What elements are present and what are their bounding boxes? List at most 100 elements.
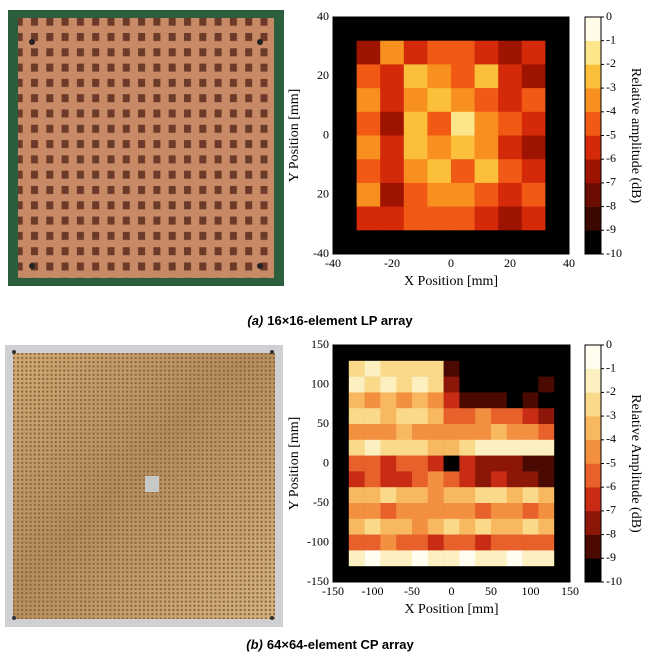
heatmap-cell (443, 392, 460, 409)
heatmap-cell (506, 376, 523, 393)
heatmap-cell (396, 424, 413, 441)
heatmap-cell (545, 135, 570, 160)
heatmap-cell (396, 566, 413, 583)
heatmap-cell (348, 503, 365, 520)
heatmap-cell (364, 360, 381, 377)
heatmap-cell (348, 424, 365, 441)
colorbar-tick-label: -7 (606, 503, 616, 517)
heatmap-cell (554, 360, 571, 377)
heatmap-cell (498, 40, 523, 65)
colorbar-tick-label: -1 (606, 32, 616, 46)
heatmap-cell (364, 566, 381, 583)
heatmap-cell (522, 518, 539, 535)
colorbar-band (585, 159, 601, 184)
colorbar-band (585, 17, 601, 41)
heatmap-cell (521, 182, 546, 207)
heatmap-cell (451, 159, 475, 184)
heatmap-cell (403, 159, 428, 184)
heatmap-cell (459, 376, 476, 393)
heatmap-cell (474, 64, 499, 89)
heatmap-cell (554, 487, 571, 504)
heatmap-cell (412, 487, 429, 504)
heatmap-cell (522, 534, 539, 551)
heatmap-cell (506, 360, 523, 377)
heatmap-cell (554, 376, 571, 393)
heatmap-cell (451, 206, 475, 231)
heatmap-cell (333, 439, 350, 456)
heatmap-cell (412, 550, 429, 567)
y-axis-label: Y Position [mm] (287, 417, 302, 511)
colorbar-label: Relative amplitude (dB) (628, 68, 643, 204)
heatmap-cell (491, 455, 508, 472)
heatmap-cell (364, 503, 381, 520)
heatmap-cell (554, 471, 571, 488)
heatmap-cell (427, 135, 452, 160)
heatmap-cell (364, 455, 381, 472)
heatmap-cell (403, 64, 428, 89)
heatmap-cell (554, 392, 571, 409)
heatmap-cell (333, 566, 350, 583)
heatmap-cell (506, 455, 523, 472)
heatmap-cell (554, 345, 571, 362)
heatmap-cell (364, 487, 381, 504)
heatmap-cell (427, 88, 452, 113)
x-tick-label: 150 (561, 584, 579, 598)
heatmap-cell (396, 360, 413, 377)
heatmap-cell (521, 17, 546, 41)
heatmap-cell (521, 111, 546, 136)
heatmap-cell (554, 534, 571, 551)
heatmap-cell (412, 408, 429, 425)
heatmap-cell (364, 376, 381, 393)
heatmap-cell (396, 534, 413, 551)
heatmap-cell (475, 503, 492, 520)
heatmap-cell (459, 534, 476, 551)
heatmap-cell (412, 518, 429, 535)
heatmap-cell (396, 408, 413, 425)
heatmap-cell (333, 206, 357, 231)
heatmap-cell (522, 345, 539, 362)
heatmap-cell (396, 518, 413, 535)
heatmap-cell (459, 518, 476, 535)
heatmap-cell (545, 230, 570, 255)
heatmap-cell (427, 64, 452, 89)
heatmap-cell (333, 111, 357, 136)
heatmap-cell (403, 206, 428, 231)
heatmap-cell (498, 111, 523, 136)
heatmap-cell (474, 182, 499, 207)
caption-tag: (b) (246, 637, 263, 652)
heatmap-cell (333, 135, 357, 160)
y-tick-label: 100 (311, 376, 329, 390)
heatmap-cell (545, 40, 570, 65)
heatmap-cell (396, 487, 413, 504)
heatmap-cell (364, 345, 381, 362)
colorbar-band (585, 510, 601, 535)
heatmap-cell (333, 534, 350, 551)
heatmap-cell (333, 487, 350, 504)
heatmap-cell (474, 206, 499, 231)
colorbar-tick-label: -8 (606, 526, 616, 540)
heatmap-cell (459, 471, 476, 488)
heatmap-cell (356, 159, 381, 184)
heatmap-cell (491, 566, 508, 583)
heatmap-cell (412, 424, 429, 441)
heatmap-cell (364, 534, 381, 551)
heatmap-cell (380, 550, 397, 567)
heatmap-cell (427, 376, 444, 393)
heatmap-cell (443, 408, 460, 425)
heatmap-cell (443, 534, 460, 551)
colorbar-tick-label: -4 (606, 104, 616, 118)
heatmap-cell (506, 408, 523, 425)
colorbar-band (585, 439, 601, 464)
colorbar-tick-label: -1 (606, 360, 616, 374)
y-tick-label: 0 (323, 455, 329, 469)
y-tick-label: 150 (311, 337, 329, 351)
heatmap-cell (459, 345, 476, 362)
colorbar-band (585, 88, 601, 113)
heatmap-cell (538, 360, 555, 377)
heatmap-cell (521, 88, 546, 113)
heatmap-cell (380, 408, 397, 425)
heatmap-cell (506, 550, 523, 567)
heatmap-cell (498, 159, 523, 184)
heatmap-cell (475, 392, 492, 409)
caption-text: 64×64-element CP array (267, 637, 415, 652)
